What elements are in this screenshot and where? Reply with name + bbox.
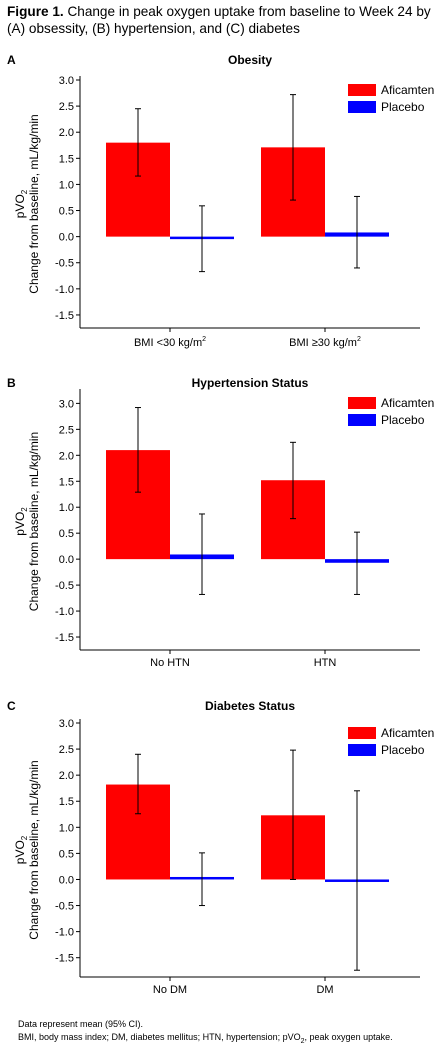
y-tick-label: 1.0	[59, 179, 74, 191]
legend-swatch-aficamten	[348, 84, 376, 96]
x-tick-label-text: HTN	[314, 657, 337, 669]
y-axis-label-secondary: Change from baseline, mL/kg/min	[27, 432, 41, 611]
y-axis-label-subscript: 2	[20, 835, 29, 840]
x-tick-label: BMI ≥30 kg/m2	[289, 336, 361, 349]
y-tick-label: 3.0	[59, 398, 74, 410]
y-tick-label: 1.0	[59, 822, 74, 834]
legend-swatch-placebo	[348, 101, 376, 113]
x-tick-label-superscript: 2	[202, 336, 206, 343]
x-tick-label-text: DM	[316, 984, 333, 996]
y-tick-label: -1.5	[55, 953, 74, 965]
y-tick-label: 1.5	[59, 153, 74, 165]
footnote-1: Data represent mean (95% CI).	[18, 1019, 144, 1029]
figure-title-text: Change in peak oxygen uptake from baseli…	[7, 4, 431, 36]
y-tick-label: 0.0	[59, 554, 74, 566]
legend-label-aficamten: Aficamten	[381, 726, 434, 740]
y-tick-label: 2.0	[59, 450, 74, 462]
y-tick-label: 1.5	[59, 796, 74, 808]
y-tick-label: 2.0	[59, 127, 74, 139]
y-tick-label: -0.5	[55, 580, 74, 592]
footnote-2-sub: 2	[300, 1037, 305, 1045]
y-tick-label: 0.5	[59, 528, 74, 540]
y-axis-label-text: pVO	[13, 512, 27, 536]
y-tick-label: -1.0	[55, 606, 74, 618]
figure-title: Figure 1. Change in peak oxygen uptake f…	[7, 3, 435, 37]
y-axis-label-text: pVO	[13, 194, 27, 218]
x-tick-label-text: BMI ≥30 kg/m	[289, 337, 357, 349]
x-tick-label-text: No DM	[153, 984, 187, 996]
x-tick-label-superscript: 2	[357, 336, 361, 343]
y-tick-label: 0.0	[59, 874, 74, 886]
y-tick-label: -1.5	[55, 310, 74, 322]
y-tick-label: 1.0	[59, 502, 74, 514]
legend-swatch-placebo	[348, 414, 376, 426]
panel-letter: C	[7, 699, 16, 713]
y-tick-label: 3.0	[59, 718, 74, 730]
x-tick-label: HTN	[314, 657, 337, 669]
y-axis-label-subscript: 2	[20, 507, 29, 512]
y-tick-label: -0.5	[55, 901, 74, 913]
panel-letter: B	[7, 376, 16, 390]
y-tick-label: 0.5	[59, 848, 74, 860]
x-tick-label-text: No HTN	[150, 657, 190, 669]
y-axis-label-main: pVO2	[13, 507, 29, 536]
chart-title: Diabetes Status	[205, 699, 295, 713]
legend-label-placebo: Placebo	[381, 743, 425, 757]
figure-label: Figure 1.	[7, 4, 64, 19]
legend-swatch-placebo	[348, 744, 376, 756]
y-tick-label: -1.0	[55, 927, 74, 939]
y-axis-label-secondary: Change from baseline, mL/kg/min	[27, 760, 41, 939]
y-tick-label: 2.5	[59, 424, 74, 436]
y-axis-label-main: pVO2	[13, 189, 29, 218]
x-tick-label: BMI <30 kg/m2	[134, 336, 206, 349]
chart-title: Obesity	[228, 53, 272, 67]
x-tick-label: No DM	[153, 984, 187, 996]
legend-label-aficamten: Aficamten	[381, 83, 434, 97]
x-tick-label-text: BMI <30 kg/m	[134, 337, 202, 349]
x-tick-label: No HTN	[150, 657, 190, 669]
y-axis-label-secondary: Change from baseline, mL/kg/min	[27, 114, 41, 293]
chart-title: Hypertension Status	[192, 376, 309, 390]
legend-swatch-aficamten	[348, 727, 376, 739]
footnote-2-text: BMI, body mass index; DM, diabetes melli…	[18, 1032, 301, 1042]
y-tick-label: 2.0	[59, 770, 74, 782]
legend-label-placebo: Placebo	[381, 100, 425, 114]
footnote-2-text-end: , peak oxygen uptake.	[304, 1032, 393, 1042]
legend-swatch-aficamten	[348, 397, 376, 409]
legend-label-aficamten: Aficamten	[381, 396, 434, 410]
legend-label-placebo: Placebo	[381, 413, 425, 427]
footnote-2: BMI, body mass index; DM, diabetes melli…	[18, 1031, 438, 1048]
y-tick-label: -0.5	[55, 258, 74, 270]
y-axis-label-text: pVO	[13, 840, 27, 864]
y-axis-label-main: pVO2	[13, 835, 29, 864]
y-tick-label: 2.5	[59, 101, 74, 113]
y-tick-label: -1.5	[55, 632, 74, 644]
y-tick-label: 3.0	[59, 75, 74, 87]
y-tick-label: 0.5	[59, 206, 74, 218]
y-tick-label: 1.5	[59, 476, 74, 488]
y-tick-label: 0.0	[59, 232, 74, 244]
x-tick-label: DM	[316, 984, 333, 996]
panel-letter: A	[7, 53, 16, 67]
y-axis-label-subscript: 2	[20, 189, 29, 194]
y-tick-label: 2.5	[59, 744, 74, 756]
y-tick-label: -1.0	[55, 284, 74, 296]
footnotes: Data represent mean (95% CI). BMI, body …	[18, 1018, 438, 1048]
